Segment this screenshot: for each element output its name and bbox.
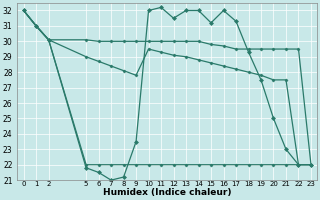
X-axis label: Humidex (Indice chaleur): Humidex (Indice chaleur) — [103, 188, 232, 197]
